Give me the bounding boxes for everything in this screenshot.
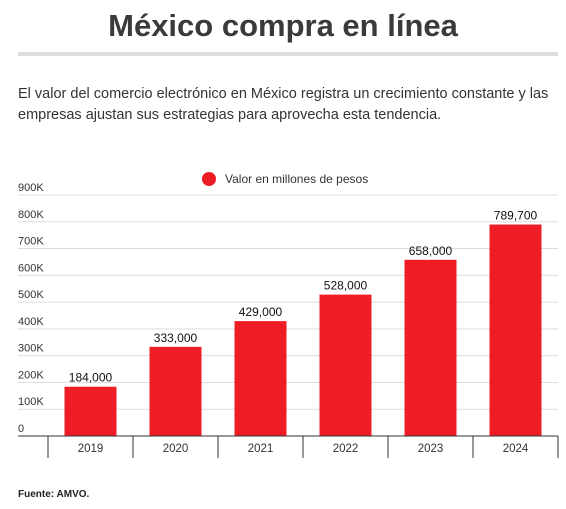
bar <box>64 386 117 436</box>
bar <box>319 294 372 436</box>
x-tick-label: 2022 <box>333 443 359 455</box>
y-tick-label: 900K <box>18 182 44 194</box>
y-tick-label: 600K <box>18 262 44 274</box>
data-label: 789,700 <box>494 209 538 223</box>
y-tick-label: 500K <box>18 289 44 301</box>
y-tick-label: 800K <box>18 209 44 221</box>
legend-label: Valor en millones de pesos <box>225 172 368 186</box>
bar <box>149 346 202 436</box>
x-tick-label: 2021 <box>248 443 274 455</box>
x-tick-label: 2019 <box>78 443 104 455</box>
data-label: 184,000 <box>69 371 113 385</box>
chart-title: México compra en línea <box>108 8 458 43</box>
chart-subtitle: El valor del comercio electrónico en Méx… <box>18 86 549 123</box>
y-tick-label: 300K <box>18 343 44 355</box>
x-tick-label: 2020 <box>163 443 189 455</box>
bar <box>489 224 542 436</box>
y-tick-label: 100K <box>18 396 44 408</box>
data-label: 658,000 <box>409 244 453 258</box>
x-tick-label: 2023 <box>418 443 444 455</box>
y-tick-label: 0 <box>18 423 24 435</box>
data-label: 528,000 <box>324 279 368 293</box>
x-tick-label: 2024 <box>503 443 529 455</box>
data-label: 429,000 <box>239 305 283 319</box>
bar <box>234 321 287 436</box>
legend-swatch <box>202 172 216 186</box>
data-label: 333,000 <box>154 331 198 345</box>
source-note: Fuente: AMVO. <box>18 489 90 500</box>
y-tick-label: 700K <box>18 236 44 248</box>
chart-legend: Valor en millones de pesos <box>202 172 368 186</box>
bar <box>404 259 457 436</box>
y-tick-label: 400K <box>18 316 44 328</box>
bar-chart: Valor en millones de pesos 0 100K 200K 300K… <box>18 172 559 458</box>
y-tick-label: 200K <box>18 369 44 381</box>
title-divider <box>18 52 558 56</box>
